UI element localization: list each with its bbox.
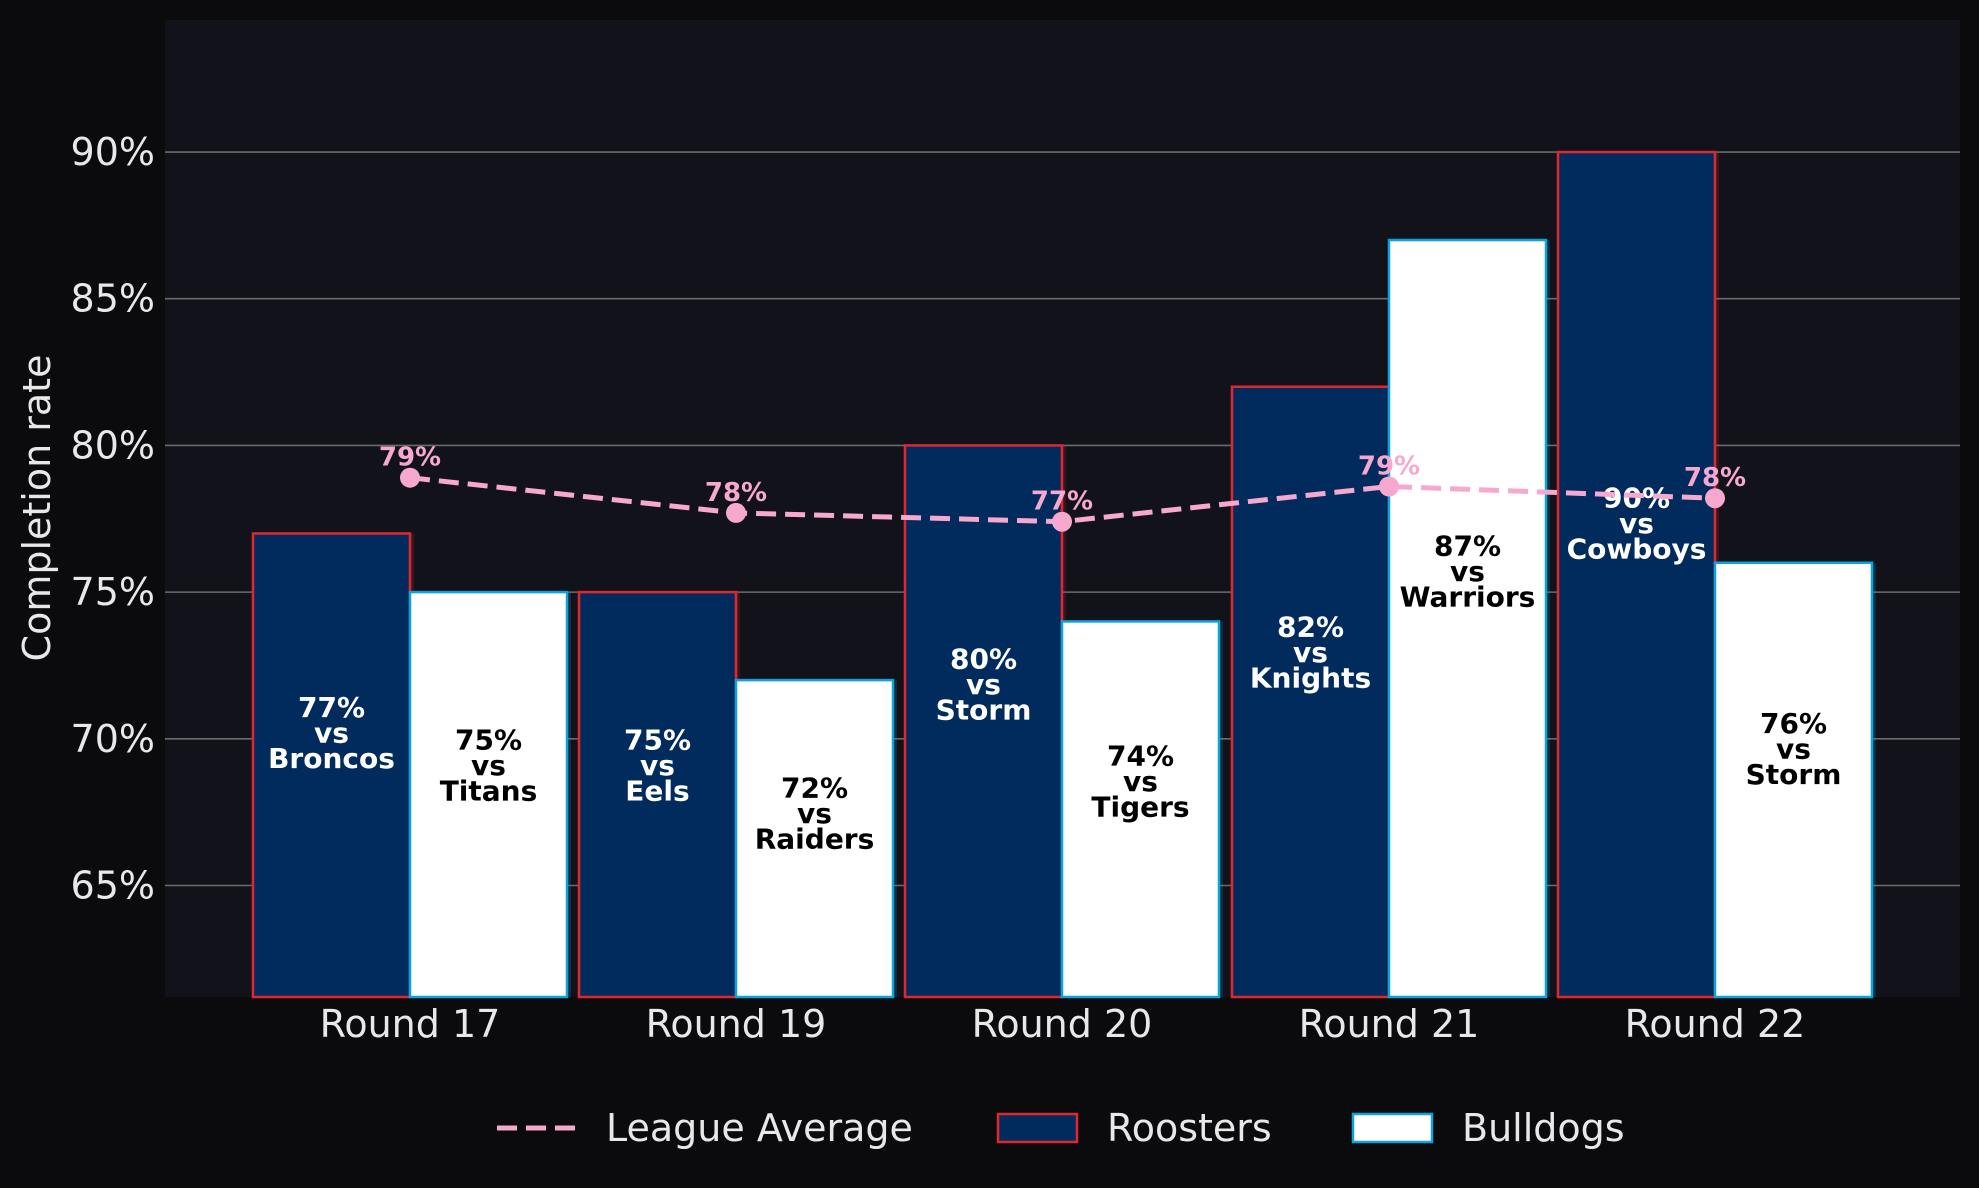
league-average-point xyxy=(1705,488,1725,509)
bar-value-label: 76% vs Storm xyxy=(1746,707,1842,791)
bar-value-label: 87% vs Warriors xyxy=(1400,530,1536,614)
bars xyxy=(251,150,1876,999)
x-tick-label: Round 20 xyxy=(972,1002,1153,1046)
axes: 65% 70% 75% 80% 85% 90% Round 17 Round 19 Round … xyxy=(71,130,1806,1046)
bar-value-label: 82% vs Knights xyxy=(1250,610,1371,694)
league-average-data-label: 78% xyxy=(705,478,767,508)
bar-roosters-round-21 xyxy=(1230,385,1391,999)
x-tick-label: Round 21 xyxy=(1299,1002,1480,1046)
bar-value-label: 74% vs Tigers xyxy=(1091,739,1189,823)
y-tick-label: 65% xyxy=(71,864,155,908)
bar-bulldogs-round-22 xyxy=(1713,561,1874,999)
x-tick-label: Round 17 xyxy=(320,1002,501,1046)
y-tick-label: 85% xyxy=(71,277,155,321)
league-average-point xyxy=(1052,511,1072,532)
x-tick-label: Round 22 xyxy=(1625,1002,1806,1046)
legend-label-bulldogs: Bulldogs xyxy=(1462,1106,1625,1150)
bar-bulldogs-round-21 xyxy=(1387,238,1548,999)
bar-labels: 77% vs Broncos 75% vs Eels 80% vs Storm 82% vs Knig… xyxy=(268,481,1841,855)
league-average-data-label: 78% xyxy=(1684,463,1746,493)
bar-value-label: 75% vs Titans xyxy=(440,723,538,807)
legend: League Average Roosters Bulldogs xyxy=(497,1106,1625,1150)
league-average-data-label: 79% xyxy=(379,443,441,473)
bar-bulldogs-round-20 xyxy=(1060,620,1221,999)
bar-value-label: 77% vs Broncos xyxy=(268,691,395,775)
bar-roosters-round-22 xyxy=(1556,150,1717,999)
y-tick-label: 90% xyxy=(71,130,155,174)
league-average-point xyxy=(400,467,420,488)
league-average-data-label: 77% xyxy=(1031,487,1093,517)
bar-roosters-round-17 xyxy=(251,532,412,999)
bar-value-label: 75% vs Eels xyxy=(624,723,691,807)
y-tick-label: 80% xyxy=(71,423,155,467)
league-average-data-label: 79% xyxy=(1358,451,1420,481)
league-average-line: 79% 78% 77% 79% 78% xyxy=(379,443,1746,532)
bar-value-label: 72% vs Raiders xyxy=(755,772,875,856)
bar-value-label: 90% vs Cowboys xyxy=(1567,481,1707,565)
y-tick-label: 75% xyxy=(71,570,155,614)
bar-bulldogs-round-17 xyxy=(408,590,569,999)
bar-roosters-round-20 xyxy=(903,444,1064,999)
bar-roosters-round-19 xyxy=(577,590,738,999)
legend-label-league-average: League Average xyxy=(606,1106,913,1150)
legend-label-roosters: Roosters xyxy=(1107,1106,1272,1150)
x-tick-label: Round 19 xyxy=(646,1002,827,1046)
y-axis-label: Completion rate xyxy=(15,355,59,662)
legend-swatch-roosters xyxy=(996,1112,1079,1144)
bar-bulldogs-round-19 xyxy=(734,678,895,999)
bar-value-label: 80% vs Storm xyxy=(936,643,1032,727)
y-tick-label: 70% xyxy=(71,717,155,761)
league-average-point xyxy=(1379,476,1399,497)
legend-swatch-bulldogs xyxy=(1351,1112,1434,1144)
league-average-point xyxy=(726,502,746,523)
